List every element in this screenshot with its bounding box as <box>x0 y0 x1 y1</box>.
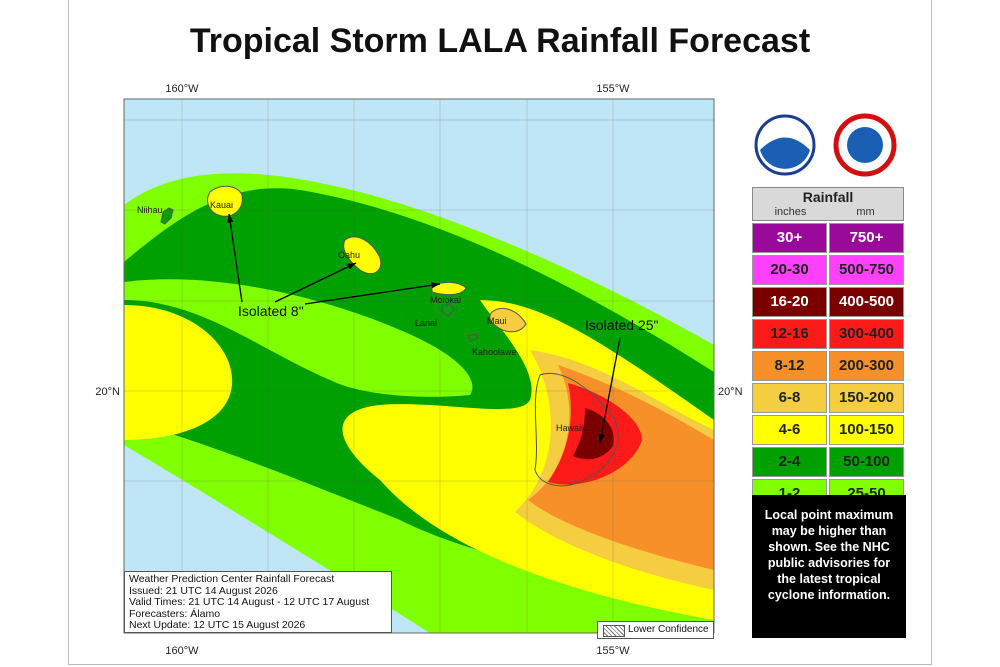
rain-band <box>124 279 473 397</box>
island-label: Lanai <box>415 318 437 328</box>
nws-logo-inner <box>847 127 883 163</box>
lon-label: 155°W <box>596 83 630 95</box>
island <box>441 303 455 317</box>
legend-cell: 400-500 <box>829 287 904 317</box>
island-label: Niihau <box>137 205 163 215</box>
arrow-line <box>228 213 243 303</box>
legend-cell: 20-30 <box>752 255 827 285</box>
legend-cell: 100-150 <box>829 415 904 445</box>
legend-row: 8-12 200-300 <box>752 351 904 381</box>
island-label: Molokai <box>430 295 461 305</box>
rain-band <box>124 305 233 440</box>
lower-confidence-box: Lower Confidence <box>597 621 714 639</box>
arrow-head <box>227 214 234 223</box>
annotation: Isolated 8" <box>238 303 304 319</box>
island <box>534 373 619 487</box>
legend-cell: 2-4 <box>752 447 827 477</box>
arrow-head <box>347 263 356 270</box>
legend-cell: 6-8 <box>752 383 827 413</box>
island-label: Hawaii <box>556 423 583 433</box>
island-label: Oahu <box>338 250 360 260</box>
info-line: Weather Prediction Center Rainfall Forec… <box>129 573 335 585</box>
island <box>207 185 243 217</box>
arrow-head <box>431 282 440 289</box>
info-line: Valid Times: 21 UTC 14 August - 12 UTC 1… <box>129 596 370 608</box>
legend-cell: 150-200 <box>829 383 904 413</box>
legend-header: Rainfall inches mm <box>752 187 904 221</box>
legend-unit: mm <box>856 206 875 218</box>
island <box>489 308 527 333</box>
island-label: Kauai <box>210 200 233 210</box>
legend-cell: 200-300 <box>829 351 904 381</box>
legend-cell: 4-6 <box>752 415 827 445</box>
legend-cell: 500-750 <box>829 255 904 285</box>
island <box>343 236 382 274</box>
legend-cell: 8-12 <box>752 351 827 381</box>
info-line: Forecasters: Álamo <box>129 607 221 620</box>
legend-cell: 12-16 <box>752 319 827 349</box>
legend-cell: 16-20 <box>752 287 827 317</box>
legend-row: 20-30 500-750 <box>752 255 904 285</box>
lat-label: 20°N <box>718 386 743 398</box>
note: Local point maximum may be higher than s… <box>752 495 906 638</box>
legend: Rainfall inches mm 30+ 750+ 20-30 500-750 16-… <box>752 187 904 509</box>
legend-title: Rainfall <box>802 189 854 205</box>
map-border <box>123 98 715 634</box>
legend-cell: 300-400 <box>829 319 904 349</box>
island <box>431 281 467 296</box>
legend-cell: 750+ <box>829 223 904 253</box>
lon-label: 160°W <box>165 645 199 657</box>
legend-row: 12-16 300-400 <box>752 319 904 349</box>
info-box: Weather Prediction Center Rainfall Forec… <box>124 571 392 633</box>
legend-row: 4-6 100-150 <box>752 415 904 445</box>
legend-cell: 30+ <box>752 223 827 253</box>
island <box>160 207 174 225</box>
lon-label: 155°W <box>596 645 630 657</box>
arrow-head <box>598 434 605 443</box>
legend-unit: inches <box>774 206 807 218</box>
annotation: Isolated 25" <box>585 317 658 333</box>
title: Tropical Storm LALA Rainfall Forecast <box>189 22 811 60</box>
arrow-line <box>304 283 441 305</box>
lower-confidence-label: Lower Confidence <box>628 624 709 635</box>
island <box>467 333 479 342</box>
frame <box>68 0 932 665</box>
lon-label: 160°W <box>165 83 199 95</box>
info-line: Issued: 21 UTC 14 August 2026 <box>129 584 278 597</box>
legend-cell: 50-100 <box>829 447 904 477</box>
legend-row: 2-4 50-100 <box>752 447 904 477</box>
island-label: Kahoolawe <box>472 347 517 357</box>
info-line: Next Update: 12 UTC 15 August 2026 <box>129 619 306 631</box>
arrow-line <box>274 262 357 303</box>
arrow-line <box>599 337 621 444</box>
legend-row: 16-20 400-500 <box>752 287 904 317</box>
lat-label: 20°N <box>95 386 120 398</box>
noaa-logo-wave <box>760 137 810 169</box>
legend-row: 6-8 150-200 <box>752 383 904 413</box>
legend-row: 30+ 750+ <box>752 223 904 253</box>
island-label: Maui <box>487 316 507 326</box>
